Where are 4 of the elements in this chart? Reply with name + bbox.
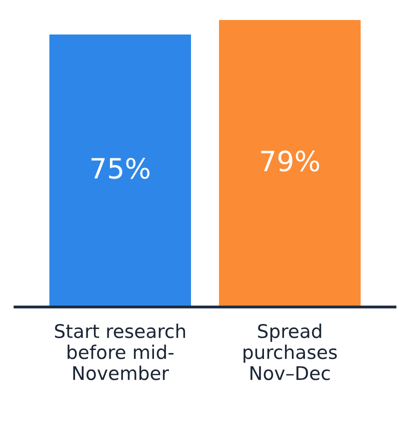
data-label: 75% — [92, 158, 150, 179]
data-label: 79% — [261, 150, 320, 172]
x-tick-label: Spread purchases Nov–Dec — [244, 324, 337, 380]
x-tick-label: Start research before mid- November — [54, 324, 186, 380]
